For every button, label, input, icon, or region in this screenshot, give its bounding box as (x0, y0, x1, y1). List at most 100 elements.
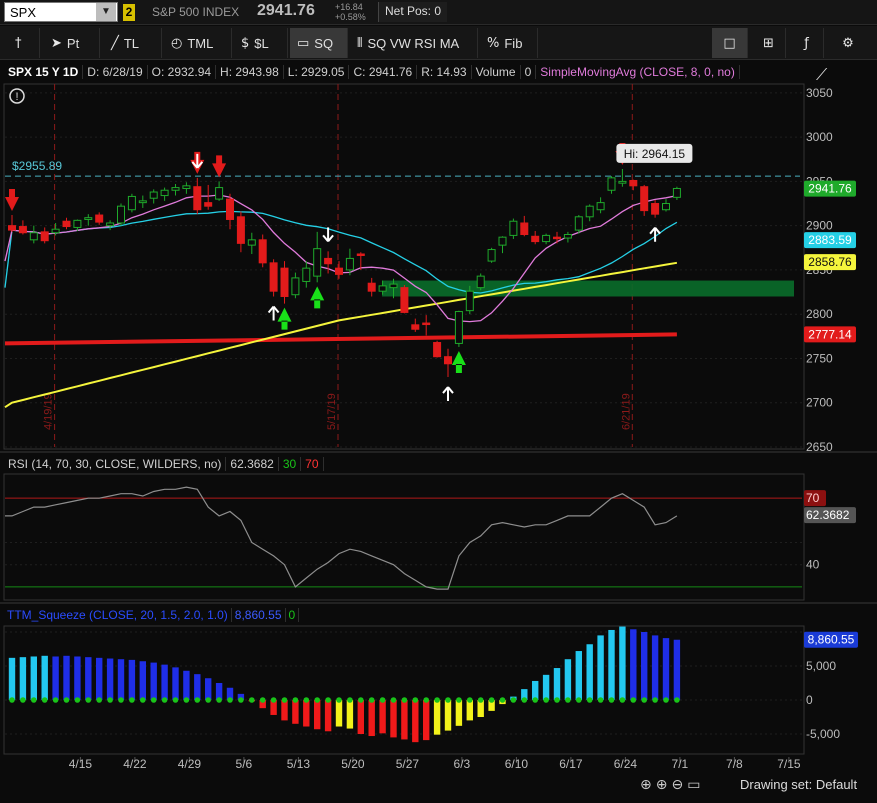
ttm-squeeze-dot (554, 697, 560, 703)
rsi-header: RSI (14, 70, 30, CLOSE, WILDERS, no) 62.… (4, 455, 324, 473)
ttm-squeeze-dot (227, 697, 233, 703)
ttm-squeeze-dot (238, 697, 244, 703)
hi-bubble-label: Hi: 2964.15 (624, 147, 686, 161)
studies-button[interactable]: ƒ (790, 28, 824, 58)
ttm-squeeze-dot (336, 697, 342, 703)
bar-open: O: 2932.94 (148, 65, 217, 79)
ttm-bar (564, 659, 572, 700)
candle-body (171, 187, 180, 191)
ttm-tick-label: -5,000 (806, 727, 840, 741)
settings-icon: ⚙ (842, 35, 854, 51)
link-group-badge[interactable]: 2 (123, 4, 135, 21)
ttm-bar (237, 693, 245, 700)
ttm-squeeze-dot (63, 697, 70, 703)
white-up-arrow (649, 227, 661, 242)
ttm-bar (488, 700, 495, 711)
zoom-in-icon[interactable]: ⊕ (655, 777, 668, 793)
candle-body (269, 262, 278, 292)
zoom-out-icon[interactable]: ⊖ (671, 777, 684, 793)
ttm-squeeze-dot (379, 697, 386, 703)
rsi-tag (804, 507, 856, 524)
candle-body (356, 253, 365, 256)
ttm-bar (357, 700, 364, 734)
time-measure-tool-button[interactable]: ◴ TML (164, 28, 232, 58)
ttm-bar (542, 674, 550, 700)
ttm-squeeze-dot (434, 697, 440, 703)
ttm-bar (532, 680, 539, 700)
price-tick-label: 3000 (806, 130, 833, 144)
ttm-squeeze-dot (358, 697, 364, 703)
x-tick-label: 4/29 (178, 757, 202, 771)
rsi-value: 62.3682 (226, 457, 279, 471)
ttm-bar (619, 626, 626, 700)
ttm-squeeze-dot (129, 697, 135, 703)
bar-date: D: 6/28/19 (83, 65, 148, 79)
sma-study-label[interactable]: SimpleMovingAvg (CLOSE, 8, 0, no) (536, 65, 740, 79)
price-tick-label: 2800 (806, 307, 833, 321)
ttm-squeeze-dot (423, 697, 430, 703)
fibonacci-tool-button[interactable]: % Fib (480, 28, 538, 58)
ttm-bar (368, 700, 375, 737)
symbol-period-label[interactable]: SPX 15 Y 1D (4, 65, 84, 79)
ttm-bar (444, 700, 452, 731)
ttm-bar (390, 700, 397, 738)
x-tick-label: 5/20 (341, 757, 365, 771)
pin-tool-button[interactable]: † (8, 28, 40, 58)
pointer-tool-button[interactable]: ➤ Pt (44, 28, 100, 58)
rsi-tag-label: 70 (806, 491, 820, 505)
ttm-bar (401, 700, 408, 740)
chart-header: SPX 15 Y 1D D: 6/28/19 O: 2932.94 H: 294… (4, 62, 740, 82)
ttm-bar (96, 657, 103, 700)
change-absolute: +16.84 (335, 2, 363, 12)
grid-layout-button[interactable]: ⊞ (752, 28, 786, 58)
white-up-arrow (267, 305, 280, 321)
rsi-line (5, 486, 678, 590)
pointer-tool-label: Pt (66, 35, 80, 51)
ttm-squeeze-dot (292, 697, 299, 703)
ttm-bar (466, 700, 473, 721)
candle-body (389, 283, 398, 289)
trendline-tool-button[interactable]: ╱ TL (104, 28, 162, 58)
settings-button[interactable]: ⚙ (830, 28, 866, 58)
square-tool-button[interactable]: ▭ SQ (290, 28, 348, 58)
ttm-squeeze-dot (281, 697, 288, 703)
ttm-bar (423, 700, 430, 741)
buy-signal-arrow (310, 286, 325, 309)
ttm-squeeze-dot (325, 697, 331, 703)
zoom-box-icon[interactable]: ▭ (687, 777, 701, 793)
x-tick-label: 7/15 (777, 757, 801, 771)
ttm-squeeze-dot (303, 697, 310, 703)
drawing-set-label[interactable]: Drawing set: Default (740, 777, 858, 792)
symbol-input[interactable]: SPX (4, 2, 118, 22)
ttm-study-label[interactable]: TTM_Squeeze (CLOSE, 20, 1.5, 2.0, 1.0) (4, 608, 232, 622)
candle-body (651, 203, 660, 215)
ttm-bar (215, 683, 223, 700)
chevron-down-icon[interactable]: ▼ (96, 3, 116, 21)
dollar-line-tool-button[interactable]: $ $L (234, 28, 288, 58)
rsi-panel-frame (3, 473, 805, 601)
ttm-squeeze-dot (499, 697, 506, 703)
candle-body (117, 205, 125, 224)
ttm-tick-label: 0 (806, 693, 813, 707)
candle-body (29, 232, 38, 241)
ttm-bar (455, 700, 463, 726)
ttm-bar (226, 687, 234, 700)
candle-body (487, 249, 496, 262)
study-icon: ⫴ (357, 35, 363, 51)
candle-body (400, 287, 409, 313)
ttm-bar (324, 700, 332, 732)
ttm-squeeze-dot (347, 697, 353, 703)
price-tag (804, 180, 856, 197)
maximize-button[interactable]: □ (712, 28, 748, 58)
x-axis: 4/15 4/22 4/29 5/6 5/13 5/20 5/27 6/3 6/10 6/17 6/… (69, 757, 801, 771)
candle-body (345, 257, 354, 271)
candle-body (531, 235, 540, 243)
ttm-squeeze-dot (630, 697, 637, 703)
ttm-panel: 5,000 0 -5,000 8,860.55 (5, 626, 858, 743)
ttm-bar (553, 668, 561, 700)
ttm-bar (8, 657, 16, 700)
rsi-study-label[interactable]: RSI (14, 70, 30, CLOSE, WILDERS, no) (4, 457, 227, 471)
study-tool-button[interactable]: ⫴ SQ VW RSI MA (350, 28, 478, 58)
crosshair-icon[interactable]: ⊕ (640, 777, 652, 793)
